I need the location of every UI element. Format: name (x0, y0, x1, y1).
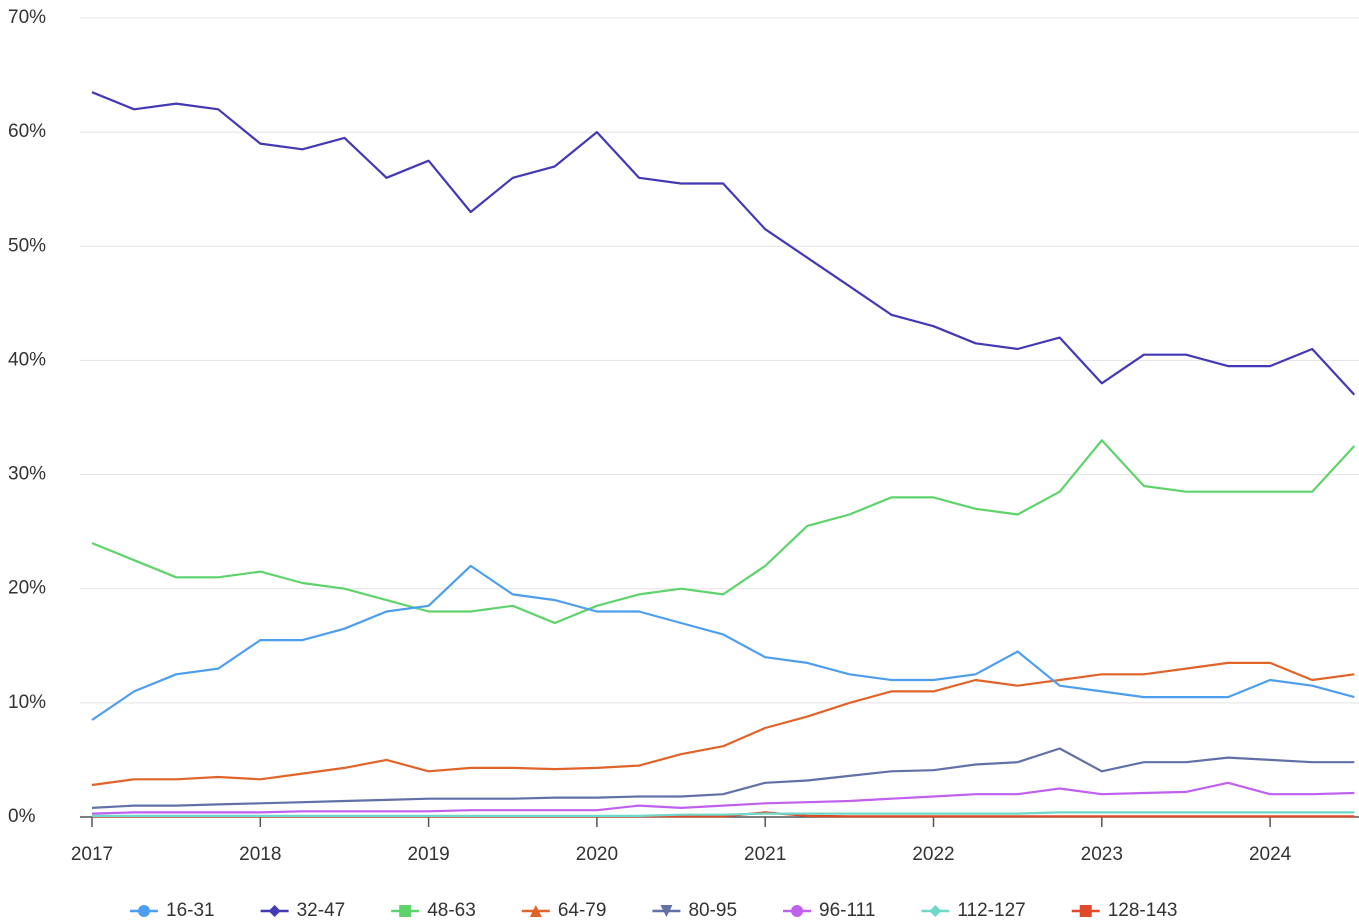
legend-marker (929, 905, 942, 917)
y-tick-label: 40% (8, 349, 46, 370)
legend-label: 96-111 (819, 900, 875, 921)
x-tick-label: 2019 (407, 844, 449, 865)
series-line (91, 91, 1356, 396)
legend-label: 48-63 (427, 900, 476, 921)
x-tick-label: 2018 (239, 844, 281, 865)
legend-marker (660, 905, 673, 917)
legend-label: 128-143 (1108, 900, 1178, 921)
legend-label: 64-79 (558, 900, 607, 921)
x-tick-label: 2021 (744, 844, 786, 865)
x-tick-label: 2020 (576, 844, 618, 865)
series-line (91, 781, 1355, 815)
y-tick-label: 50% (8, 235, 46, 256)
y-tick-label: 20% (8, 578, 46, 599)
x-tick-label: 2023 (1081, 844, 1123, 865)
y-tick-label: 0% (8, 806, 36, 827)
series-line (91, 661, 1355, 787)
series-line (92, 811, 1355, 817)
y-tick-label: 60% (8, 121, 46, 142)
legend-label: 32-47 (297, 900, 346, 921)
legend-label: 80-95 (688, 900, 737, 921)
y-tick-label: 30% (8, 464, 46, 485)
legend-marker (268, 905, 281, 917)
legend-label: 112-127 (957, 900, 1025, 921)
series-line (91, 747, 1355, 809)
y-tick-label: 10% (8, 692, 46, 713)
legend-marker (529, 905, 542, 917)
legend-marker (138, 905, 150, 917)
x-tick-label: 2022 (912, 844, 954, 865)
series-line (91, 564, 1355, 721)
x-tick-label: 2024 (1249, 844, 1292, 865)
x-tick-label: 2017 (71, 844, 113, 865)
legend-label: 16-31 (166, 900, 215, 921)
legend-marker (399, 905, 412, 917)
series-line (91, 439, 1356, 625)
legend-marker (1079, 905, 1092, 917)
legend-marker (791, 905, 804, 917)
y-tick-label: 70% (8, 7, 46, 28)
